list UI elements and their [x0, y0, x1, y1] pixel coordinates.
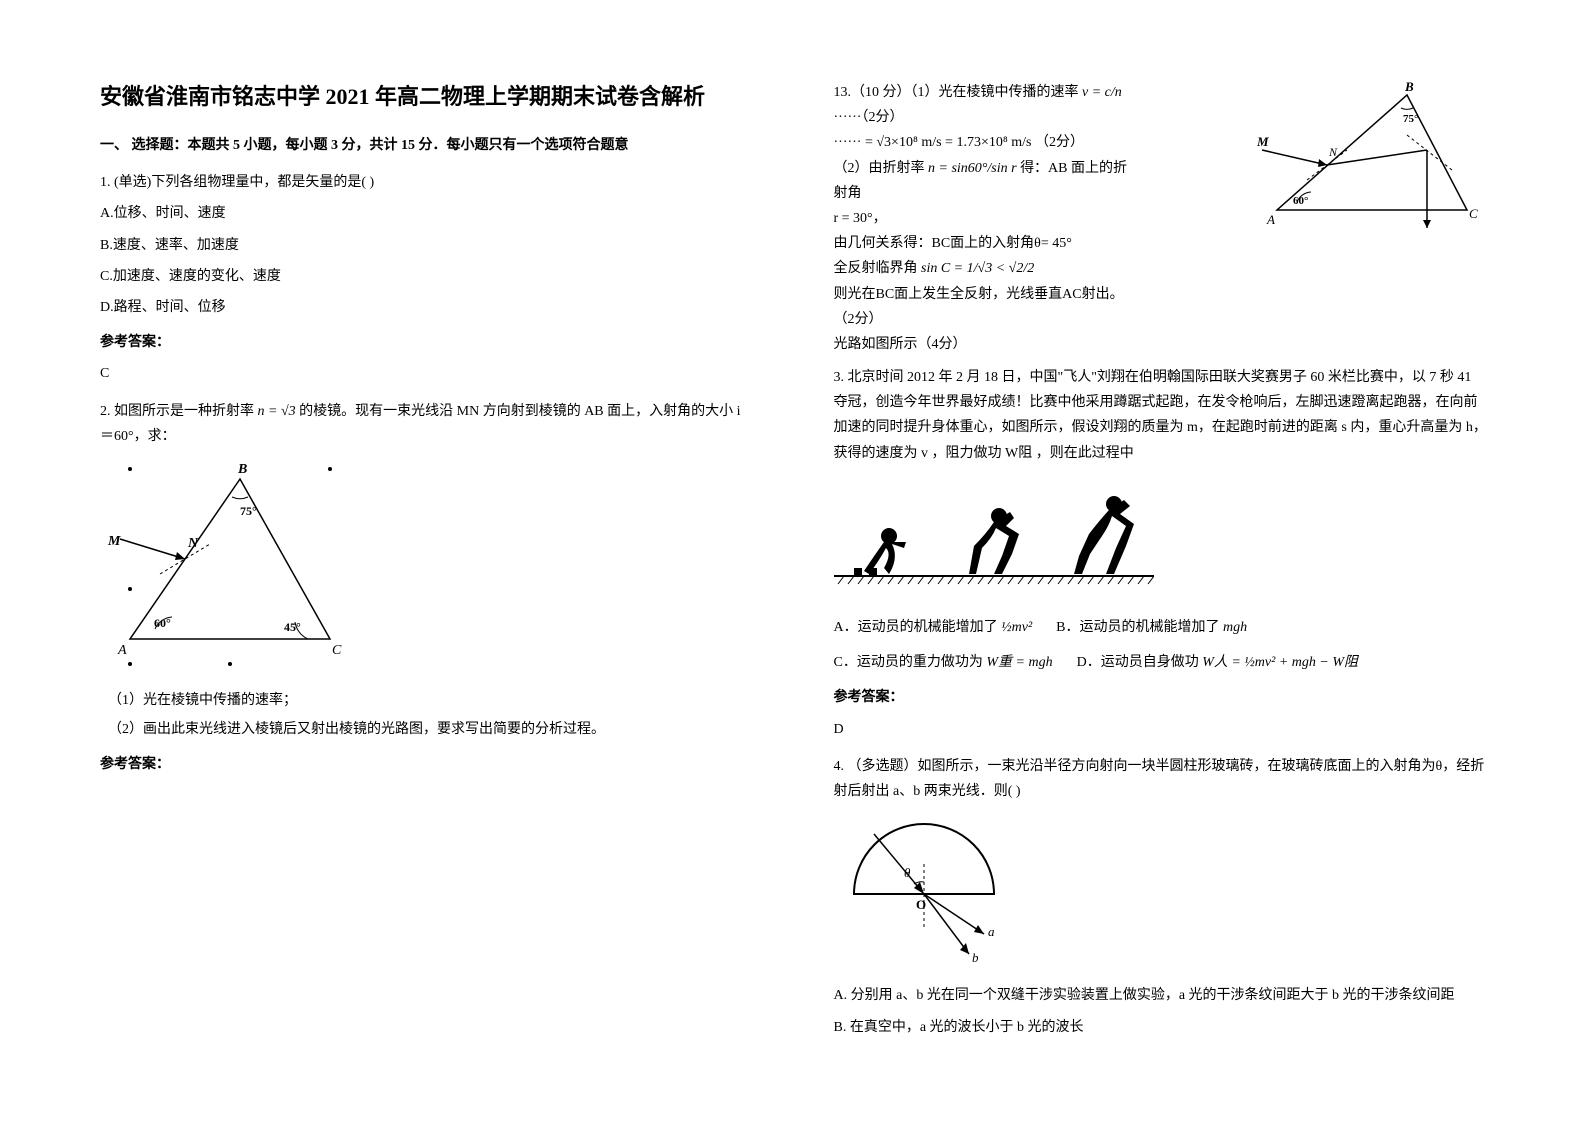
- svg-text:75°: 75°: [1403, 113, 1418, 125]
- question-4: 4. （多选题）如图所示，一束光沿半径方向射向一块半圆柱形玻璃砖，在玻璃砖底面上…: [834, 754, 1488, 1040]
- q3-opt-b-text: B．运动员的机械能增加了: [1056, 620, 1219, 635]
- q3-options-row2: C．运动员的重力做功为 W重 = mgh D．运动员自身做功 W人 = ½mv²…: [834, 650, 1488, 675]
- section-heading: 一、 选择题：本题共 5 小题，每小题 3 分，共计 15 分．每小题只有一个选…: [100, 133, 754, 158]
- sol-line1: 13.（10 分）（1）光在棱镜中传播的速率 v = c/n ······（2分…: [834, 80, 1134, 130]
- sol-line8: 光路如图所示（4分）: [834, 332, 1134, 357]
- sol-line3: （2）由折射率 n = sin60°/sin r 得：AB 面上的折射角: [834, 156, 1134, 206]
- q3-opt-c-text: C．运动员的重力做功为: [834, 655, 983, 670]
- q2-solution: 13.（10 分）（1）光在棱镜中传播的速率 v = c/n ······（2分…: [834, 80, 1488, 357]
- q3-answer: D: [834, 717, 1488, 742]
- svg-text:M: M: [1257, 134, 1269, 149]
- svg-text:C: C: [1469, 206, 1478, 221]
- svg-text:θ: θ: [904, 865, 911, 880]
- q3-answer-label: 参考答案：: [834, 685, 1488, 710]
- q1-answer: C: [100, 361, 754, 386]
- svg-text:C: C: [332, 643, 342, 658]
- sol-formula-v: v = c/n: [1082, 85, 1122, 100]
- svg-text:A: A: [1266, 212, 1275, 227]
- sol-line6: 全反射临界角 sin C = 1/√3 < √2/2: [834, 256, 1134, 281]
- q3-opt-a: A．运动员的机械能增加了 ½mv²: [834, 615, 1033, 640]
- q2-sub2: （2）画出此束光线进入棱镜后又射出棱镜的光路图，要求写出简要的分析过程。: [108, 717, 754, 742]
- sol-line1-a: 13.（10 分）（1）光在棱镜中传播的速率: [834, 85, 1079, 100]
- sol-line7: 则光在BC面上发生全反射，光线垂直AC射出。（2分）: [834, 282, 1134, 332]
- sol-line6-a: 全反射临界角: [834, 261, 918, 276]
- question-2: 2. 如图所示是一种折射率 n = √3 的棱镜。现有一束光线沿 MN 方向射到…: [100, 399, 754, 778]
- q3-opt-c: C．运动员的重力做功为 W重 = mgh: [834, 650, 1053, 675]
- q3-opt-b-formula: mgh: [1223, 620, 1247, 635]
- semicircle-glass-diagram: θ O a b: [834, 814, 1034, 964]
- q2-formula-n: n = √3: [258, 404, 296, 419]
- q1-opt-b: B.速度、速率、加速度: [100, 233, 754, 258]
- svg-text:O: O: [916, 897, 926, 912]
- left-column: 安徽省淮南市铭志中学 2021 年高二物理上学期期末试卷含解析 一、 选择题：本…: [100, 80, 754, 1042]
- q1-opt-a: A.位移、时间、速度: [100, 201, 754, 226]
- q4-figure: θ O a b: [834, 814, 1488, 973]
- sol-line3-a: （2）由折射率: [834, 161, 925, 176]
- q3-opt-d: D．运动员自身做功 W人 = ½mv² + mgh − W阻: [1077, 650, 1358, 675]
- q1-opt-d: D.路程、时间、位移: [100, 295, 754, 320]
- svg-text:B: B: [1404, 80, 1414, 94]
- svg-text:M: M: [107, 534, 121, 549]
- q3-options-row1: A．运动员的机械能增加了 ½mv² B．运动员的机械能增加了 mgh: [834, 615, 1488, 640]
- q1-stem: 1. (单选)下列各组物理量中，都是矢量的是( ): [100, 170, 754, 195]
- right-column: 13.（10 分）（1）光在棱镜中传播的速率 v = c/n ······（2分…: [834, 80, 1488, 1042]
- sol-line2: ······ = √3×10⁸ m/s = 1.73×10⁸ m/s （2分）: [834, 130, 1134, 155]
- prism-solution-diagram: B A C M N 75° 60°: [1257, 80, 1487, 230]
- svg-text:45°: 45°: [284, 620, 301, 634]
- svg-text:a: a: [988, 924, 995, 939]
- q1-answer-label: 参考答案：: [100, 330, 754, 355]
- svg-text:b: b: [972, 950, 979, 964]
- page-title: 安徽省淮南市铭志中学 2021 年高二物理上学期期末试卷含解析: [100, 80, 754, 113]
- q3-figure: [834, 476, 1488, 605]
- q2-solution-text: 13.（10 分）（1）光在棱镜中传播的速率 v = c/n ······（2分…: [834, 80, 1134, 357]
- q3-stem: 3. 北京时间 2012 年 2 月 18 日，中国"飞人"刘翔在伯明翰国际田联…: [834, 365, 1488, 466]
- q4-opt-b: B. 在真空中，a 光的波长小于 b 光的波长: [834, 1015, 1488, 1040]
- sol-line4: r = 30°，: [834, 206, 1134, 231]
- q2-figure: B A C M N 75° 60° 45°: [100, 459, 754, 678]
- q3-opt-a-formula: ½mv²: [1001, 620, 1032, 635]
- q2-sub1: （1）光在棱镜中传播的速率；: [108, 688, 754, 713]
- prism-diagram: B A C M N 75° 60° 45°: [100, 459, 360, 669]
- q3-opt-c-formula: W重 = mgh: [986, 655, 1052, 670]
- q3-opt-a-text: A．运动员的机械能增加了: [834, 620, 998, 635]
- question-1: 1. (单选)下列各组物理量中，都是矢量的是( ) A.位移、时间、速度 B.速…: [100, 170, 754, 386]
- svg-text:N: N: [1328, 145, 1338, 159]
- sol-formula-n2: n = sin60°/sin r: [928, 161, 1017, 176]
- sol-line5: 由几何关系得：BC面上的入射角θ= 45°: [834, 231, 1134, 256]
- runner-diagram: [834, 476, 1154, 596]
- svg-text:A: A: [117, 643, 127, 658]
- svg-text:N: N: [187, 536, 199, 551]
- q2-stem: 2. 如图所示是一种折射率 n = √3 的棱镜。现有一束光线沿 MN 方向射到…: [100, 399, 754, 449]
- q2-answer-label: 参考答案：: [100, 752, 754, 777]
- sol-formula-c: sin C = 1/√3 < √2/2: [921, 261, 1034, 276]
- q4-stem: 4. （多选题）如图所示，一束光沿半径方向射向一块半圆柱形玻璃砖，在玻璃砖底面上…: [834, 754, 1488, 804]
- svg-text:60°: 60°: [154, 616, 171, 630]
- svg-text:75°: 75°: [240, 504, 257, 518]
- q3-opt-b: B．运动员的机械能增加了 mgh: [1056, 615, 1247, 640]
- q2-stem-a: 2. 如图所示是一种折射率: [100, 404, 254, 419]
- svg-text:B: B: [237, 462, 247, 477]
- q3-opt-d-text: D．运动员自身做功: [1077, 655, 1199, 670]
- sol-line1-b: ······（2分）: [834, 110, 904, 125]
- q2-solution-figure: B A C M N 75° 60°: [1257, 80, 1487, 239]
- q1-opt-c: C.加速度、速度的变化、速度: [100, 264, 754, 289]
- q4-opt-a: A. 分别用 a、b 光在同一个双缝干涉实验装置上做实验，a 光的干涉条纹间距大…: [834, 983, 1488, 1008]
- question-3: 3. 北京时间 2012 年 2 月 18 日，中国"飞人"刘翔在伯明翰国际田联…: [834, 365, 1488, 742]
- q3-opt-d-formula: W人 = ½mv² + mgh − W阻: [1202, 655, 1358, 670]
